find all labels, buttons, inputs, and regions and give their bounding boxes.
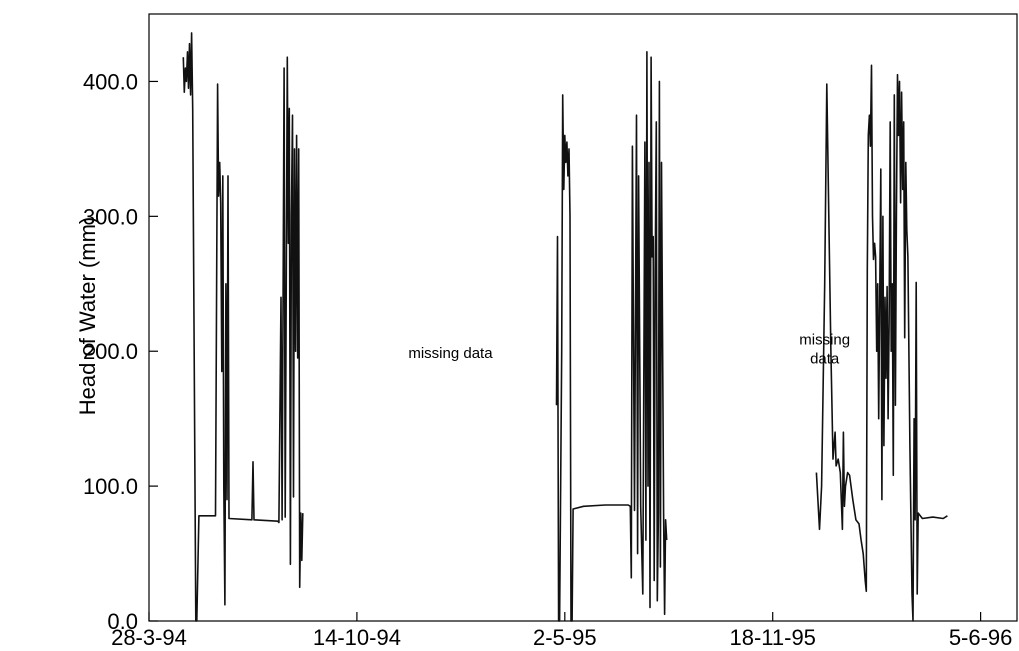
x-tick-label: 5-6-96	[949, 625, 1013, 650]
annotation-missing-data: missing data	[799, 331, 850, 367]
y-axis-title: Head of Water (mm)	[75, 217, 100, 415]
y-tick-label: 400.0	[83, 69, 138, 94]
annotation-line: missing data	[408, 345, 493, 362]
x-tick-label: 2-5-95	[533, 625, 597, 650]
y-axis-ticks: 0.0 100.0 200.0 300.0 400.0	[83, 69, 158, 634]
annotation-missing-data: missing data	[408, 345, 493, 362]
series-line-segment	[815, 64, 948, 622]
x-tick-label: 28-3-94	[111, 625, 187, 650]
series-line-segment	[555, 50, 668, 622]
x-tick-label: 14-10-94	[313, 625, 401, 650]
x-axis-ticks: 28-3-94 14-10-94 2-5-95 18-11-95 5-6-96	[111, 612, 1012, 650]
y-tick-label: 0.0	[107, 609, 138, 634]
plot-frame	[148, 13, 1018, 622]
series-layer	[182, 32, 948, 622]
annotation-line: missing	[799, 331, 850, 348]
y-tick-label: 200.0	[83, 339, 138, 364]
y-tick-label: 300.0	[83, 204, 138, 229]
annotation-line: data	[810, 350, 840, 367]
y-tick-label: 100.0	[83, 474, 138, 499]
x-tick-label: 18-11-95	[729, 625, 815, 650]
series-line-segment	[182, 32, 304, 622]
